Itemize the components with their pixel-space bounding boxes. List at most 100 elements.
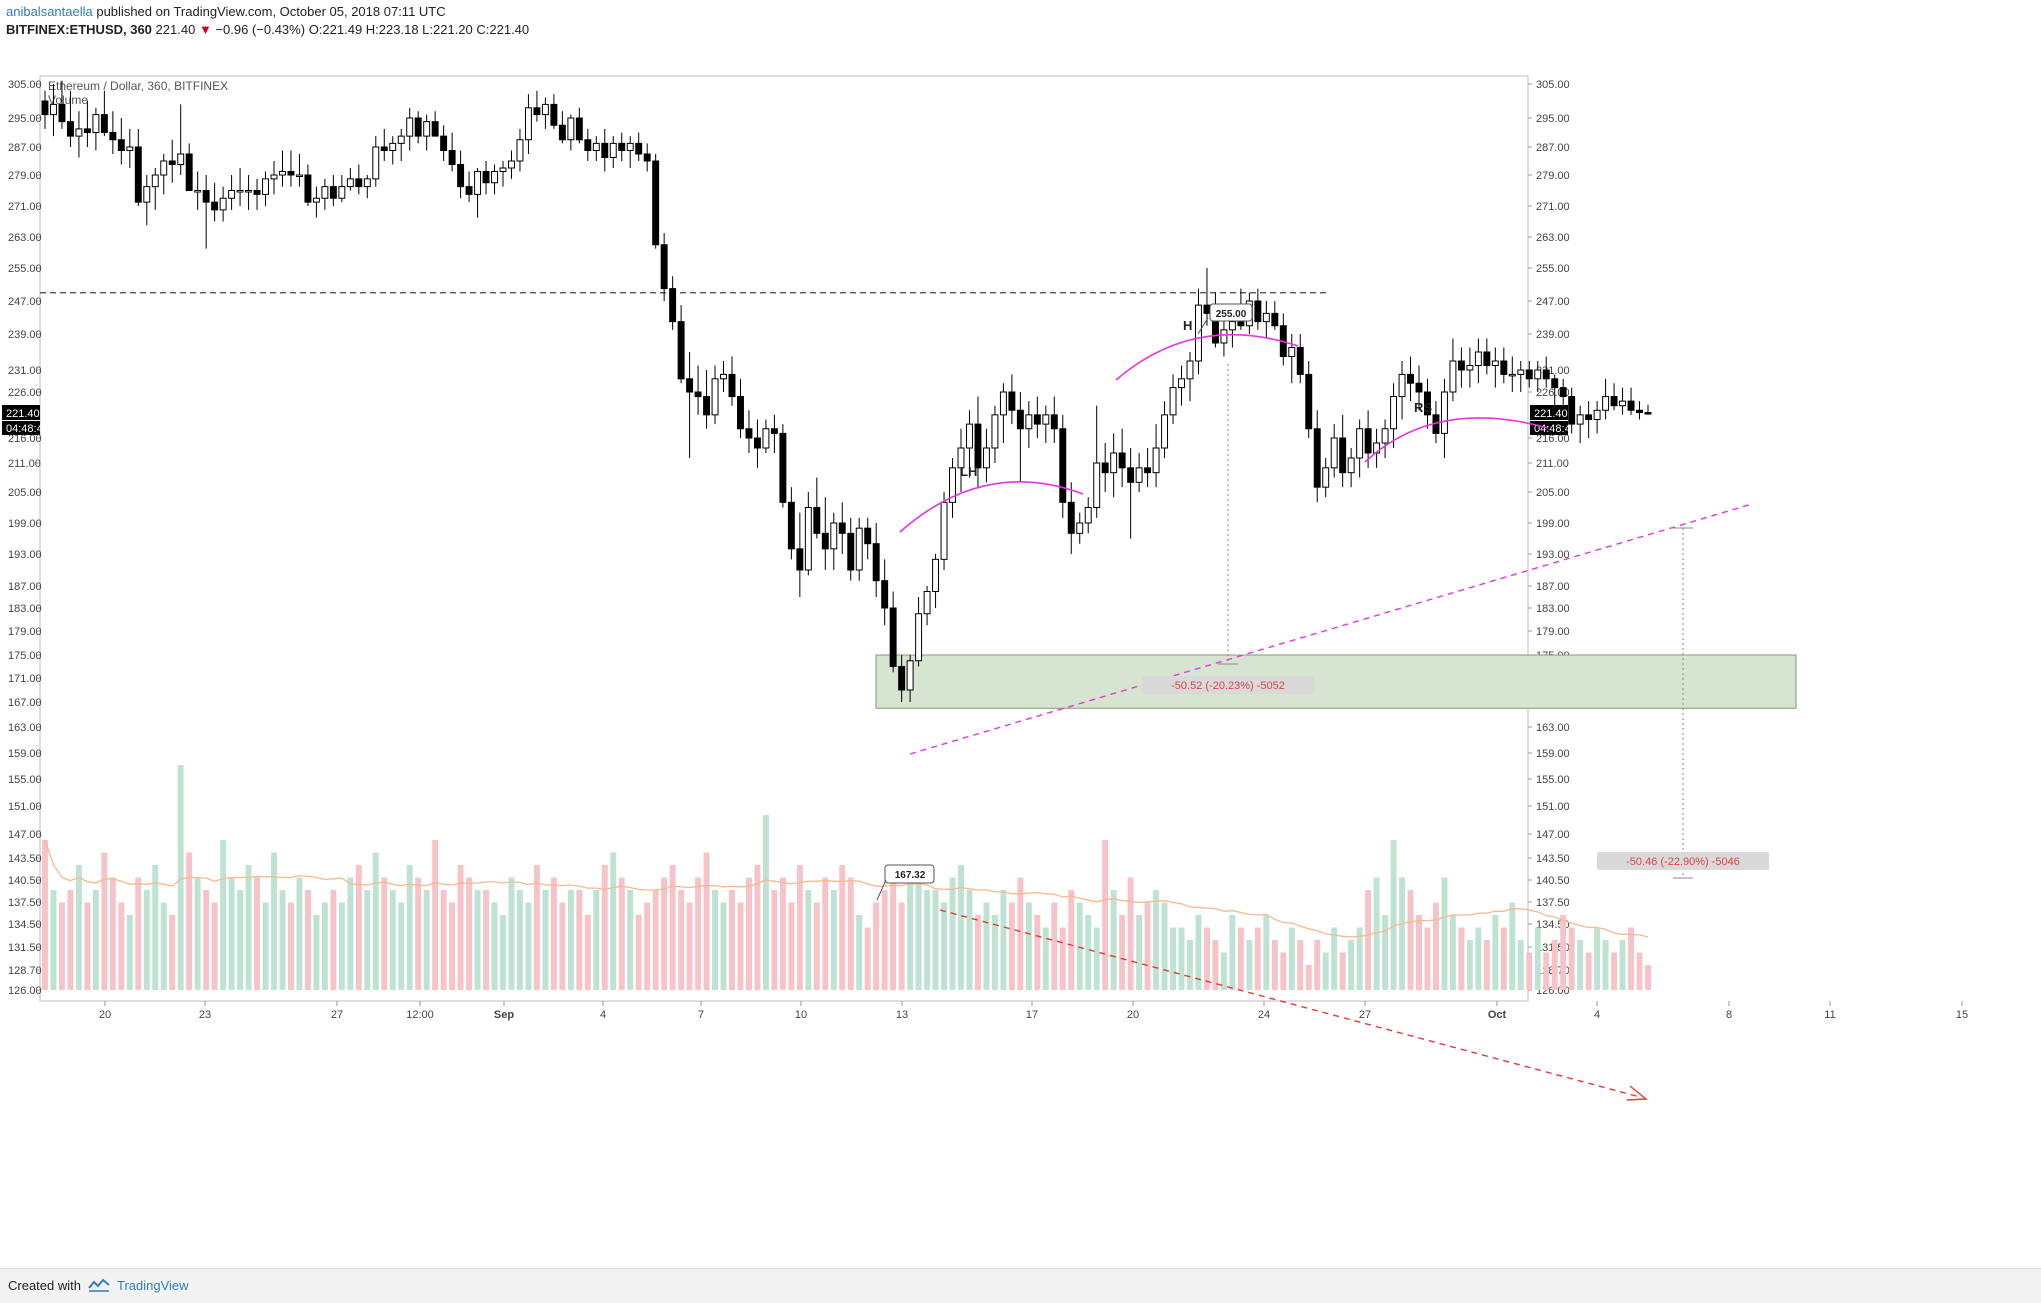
candle [584,139,592,151]
candle [660,244,668,290]
candle [1101,462,1109,474]
candle [1050,414,1058,430]
price-tick-label-left: 163.00 [8,722,42,734]
volume-bar [1432,902,1439,990]
candle [1228,321,1236,331]
candle [949,467,956,503]
volume-bar [245,865,252,990]
candle [338,186,346,199]
price-tick-label-left: 279.00 [8,170,42,182]
candle [363,178,371,188]
candle [1288,347,1296,357]
volume-bar [559,902,566,990]
volume-bar [924,890,931,990]
volume-bar [610,852,617,990]
last-price-label-left: 221.40 [6,408,40,420]
candle [168,160,176,165]
candle [626,142,634,151]
volume-bar [67,890,74,990]
high-callout-pointer [1197,317,1209,335]
candle [58,103,66,123]
price-tick-label-right: 255.00 [1536,263,1570,275]
candle [83,128,91,133]
author-link[interactable]: anibalsantaella [6,4,93,19]
volume-trend-arrowhead [1626,1085,1648,1101]
volume-bar [932,890,939,990]
time-tick-label: 4 [1594,1009,1600,1021]
candle [906,660,914,691]
candle [211,201,219,211]
price-tick-label-left: 295.00 [8,113,42,125]
price-tick-label-left: 151.00 [8,801,42,813]
candle [143,186,151,203]
volume-bar [1416,915,1422,990]
symbol-label[interactable]: BITFINEX:ETHUSD, 360 [6,22,152,37]
volume-bar [1466,940,1473,990]
candle [1627,400,1635,411]
candle [1135,467,1143,483]
volume-bar [856,915,863,990]
candle [686,378,694,393]
price-tick-label-right: 155.00 [1536,774,1570,786]
publish-text: published on TradingView.com, October 05… [92,4,446,19]
candle [457,164,465,188]
volume-bar [695,877,702,990]
volume-bar [203,890,210,990]
volume-bar [1271,940,1278,990]
left-shoulder-label: LH [960,464,977,479]
candle [915,613,923,662]
volume-bar [177,765,184,990]
volume-bar [75,865,82,990]
candle [618,142,626,151]
price-tick-label-right: 163.00 [1536,722,1570,734]
candle [499,167,507,172]
candle [720,373,727,380]
candle [1619,400,1627,407]
candle [1084,507,1092,524]
chart-area[interactable]: 305.00 305.00 295.00 295.00 287.00 287.00 279.… [0,42,2041,1268]
candle [1356,428,1364,459]
volume-bar [1212,940,1219,990]
time-tick-label: 11 [1824,1009,1835,1021]
tradingview-brand-link[interactable]: TradingView [117,1278,189,1293]
candle [558,124,566,141]
volume-bar [1492,915,1499,990]
candle [1390,396,1398,430]
volume-bar [1441,877,1448,990]
candle [1593,409,1601,420]
volume-bar [907,865,914,990]
tradingview-logo-icon [88,1278,110,1292]
candle [1237,321,1245,327]
candle [414,117,422,137]
volume-bar [347,877,354,990]
candle [932,558,940,592]
price-tick-label-left: 216.00 [8,433,42,445]
volume-bar [813,902,820,990]
low-callout [884,864,935,884]
candle [830,522,838,550]
price-tick-label-right: 271.00 [1536,201,1570,213]
candle [567,117,575,141]
volume-bar [805,890,812,990]
volume-bar [635,915,642,990]
volume-bar [1220,952,1227,990]
volume-bar [271,852,277,990]
volume-bar [533,865,540,990]
volume-bar [567,890,574,990]
candle [575,117,583,141]
time-tick-label: 20 [1127,1009,1139,1021]
candle [940,501,948,560]
candle [1033,414,1041,425]
candle [287,171,295,176]
candle [92,114,100,133]
volume-bar [143,890,150,990]
high-callout-label: 255.00 [1216,309,1247,320]
candle [228,190,236,199]
price-tick-label-right: 151.00 [1536,801,1570,813]
candle [982,447,990,469]
measure-2-box [1597,852,1769,870]
price-chart[interactable]: 305.00 305.00 295.00 295.00 287.00 287.00 279.… [0,42,2041,1268]
candle [1067,501,1075,534]
volume-bar [1382,915,1389,990]
candle [389,142,397,151]
